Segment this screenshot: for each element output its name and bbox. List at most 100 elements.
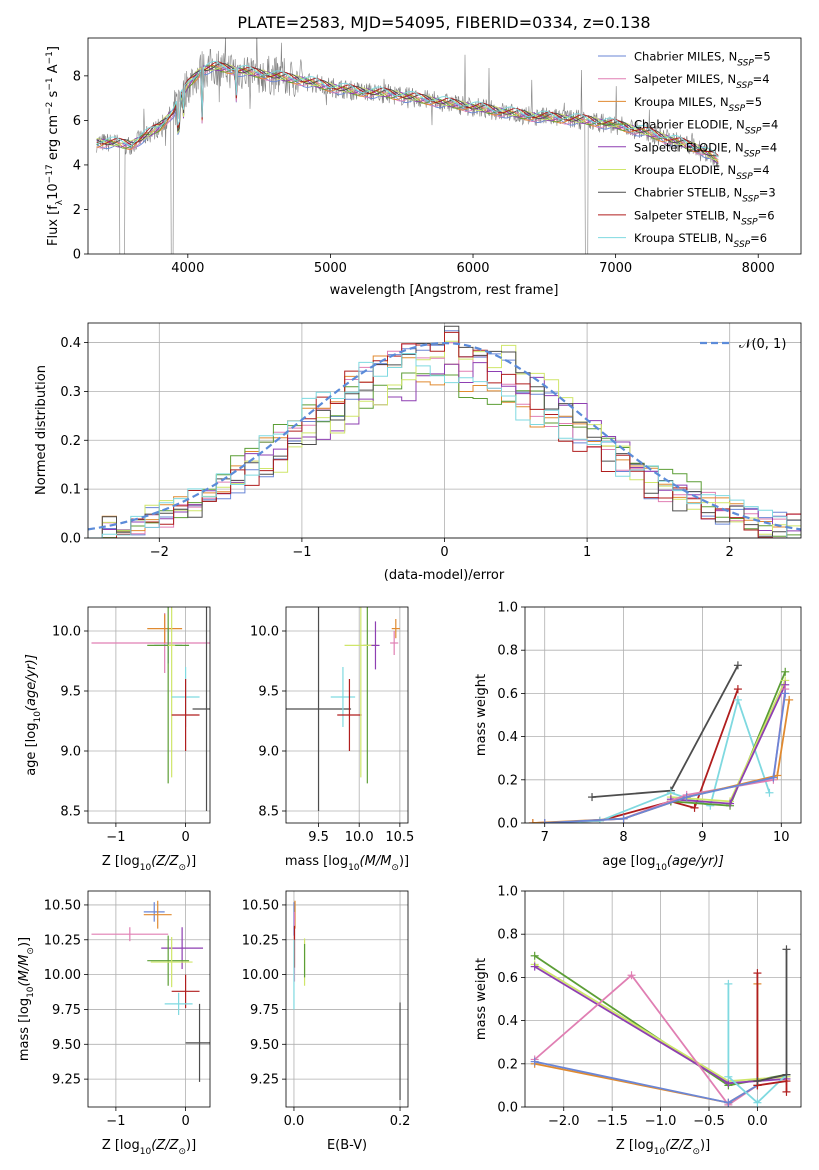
axes-residuals: −2 −1 0 1 2 0.0 0.1 0.2 0.3 0.4 𝒩(0, 1) (data-model… <box>34 322 802 583</box>
y-tick-label: 0.6 <box>497 687 518 702</box>
y-tick-label: 0.3 <box>60 385 81 400</box>
axes-spectrum: 4000 5000 6000 7000 8000 0 2 4 6 8 wavelength [Ang… <box>45 37 802 298</box>
x-tick-label: −0.5 <box>693 1114 725 1129</box>
x-axis-label: E(B-V) <box>327 1138 367 1153</box>
y-tick-label: 0.4 <box>60 336 81 351</box>
label-part: =6 <box>758 208 775 222</box>
label-part: )] <box>399 854 409 869</box>
x-axis-label: (data-model)/error <box>384 568 505 583</box>
label-part: SSP <box>729 104 746 114</box>
label-part: mass [log <box>17 998 32 1061</box>
residual-histogram <box>88 353 801 538</box>
label-part: age [log <box>24 723 39 776</box>
x-tick-label: −1.5 <box>596 1114 628 1129</box>
label-part: Z [log <box>102 1138 140 1153</box>
y-tick-label: 2 <box>73 203 81 218</box>
axes-frame <box>87 37 802 255</box>
mass-weight-line <box>727 983 788 1104</box>
axes-frame <box>524 890 802 1108</box>
x-tick-label: 8 <box>619 830 627 845</box>
legend-entry: Chabrier MILES, NSSP=5 <box>634 50 771 69</box>
axes-frame <box>285 890 409 1108</box>
y-tick-label: 10.50 <box>242 898 279 913</box>
label-part: ⊙ <box>178 863 186 873</box>
label-part: =5 <box>745 95 762 109</box>
x-axis-label: Z [log10(Z/Z⊙)] <box>102 854 196 873</box>
axes-frame <box>285 606 409 824</box>
x-tick-label: −2 <box>150 545 169 560</box>
x-tick-label: 4000 <box>171 261 204 276</box>
plot-area <box>88 325 801 538</box>
label-part: Salpeter MILES, N <box>634 72 736 86</box>
label-part: (M/M <box>17 955 32 987</box>
label-part: Salpeter STELIB, N <box>634 208 741 222</box>
label-part: 10 <box>655 863 667 873</box>
y-tick-label: 0.8 <box>497 644 518 659</box>
x-tick-label: 9.5 <box>308 830 329 845</box>
label-part: =4 <box>753 72 770 86</box>
legend-entry: 𝒩(0, 1) <box>739 337 786 352</box>
label-part: (Z/Z <box>151 854 179 869</box>
y-tick-label: 0.0 <box>497 1101 518 1116</box>
y-tick-label: 0.2 <box>497 773 518 788</box>
y-tick-label: 9.75 <box>52 1003 81 1018</box>
x-axis-label: mass [log10(M/M⊙)] <box>285 854 409 873</box>
x-tick-label: 6000 <box>456 261 489 276</box>
label-part: ⊙ <box>178 1147 186 1157</box>
model-spectrum <box>96 60 719 158</box>
label-part: =5 <box>754 50 771 64</box>
residual-histogram <box>88 331 801 538</box>
legend-entry: Salpeter ELODIE, NSSP=4 <box>634 140 777 159</box>
label-part: Kroupa ELODIE, N <box>634 163 736 177</box>
label-part: 10 <box>26 986 36 998</box>
x-tick-label: 8000 <box>742 261 775 276</box>
y-tick-label: 10.25 <box>44 933 81 948</box>
label-part: =4 <box>753 163 770 177</box>
label-part: (age/yr)] <box>24 654 39 711</box>
axes-age_vs_mass: 9.5 10.0 10.5 8.5 9.0 9.5 10.0 mass [log10(M/M⊙… <box>250 606 414 873</box>
label-part: Salpeter ELODIE, N <box>634 140 744 154</box>
legend-entry: Kroupa ELODIE, NSSP=4 <box>634 163 770 182</box>
x-tick-label: 10.0 <box>345 830 374 845</box>
mass-weight-line <box>756 973 788 1092</box>
label-part: age [log <box>602 854 655 869</box>
x-tick-label: 0 <box>181 830 189 845</box>
y-tick-label: 9.25 <box>52 1073 81 1088</box>
label-part: =4 <box>761 118 778 132</box>
label-part: 10 <box>654 1147 666 1157</box>
legend-entry: Kroupa STELIB, NSSP=6 <box>634 231 767 250</box>
plot-area <box>293 900 401 1101</box>
axes-age_vs_Z: −1 08.59.09.510.0Z [log10(Z/Z⊙)]age [log1… <box>24 606 211 873</box>
label-part: ⊙ <box>692 1147 700 1157</box>
y-tick-label: 0.2 <box>497 1057 518 1072</box>
y-tick-label: 0.1 <box>60 483 81 498</box>
x-tick-label: 0.0 <box>747 1114 768 1129</box>
y-tick-label: 8.5 <box>60 805 81 820</box>
label-part: (M/M <box>360 854 392 869</box>
label-part: SSP <box>734 240 751 250</box>
x-axis-label: age [log10(age/yr)] <box>602 854 724 873</box>
label-part: )] <box>186 854 196 869</box>
plot-area <box>96 38 719 254</box>
y-tick-label: 10.00 <box>242 968 279 983</box>
y-tick-label: 10.0 <box>250 625 279 640</box>
x-tick-label: 2 <box>726 545 734 560</box>
label-part: wavelength [Angstrom, rest frame] <box>330 283 559 298</box>
label-part: Flux [f <box>46 205 61 246</box>
y-tick-label: 10.50 <box>44 898 81 913</box>
label-part: λ <box>55 199 65 205</box>
label-part: )] <box>17 937 32 947</box>
label-part: SSP <box>736 81 753 91</box>
label-part: )] <box>700 1138 710 1153</box>
label-part: Chabrier STELIB, N <box>634 186 742 200</box>
y-tick-label: 9.5 <box>60 685 81 700</box>
label-part: =6 <box>750 231 767 245</box>
label-part: ⊙ <box>391 863 399 873</box>
y-tick-label: 6 <box>73 114 81 129</box>
y-tick-label: 9.75 <box>250 1003 279 1018</box>
y-tick-label: 9.50 <box>52 1038 81 1053</box>
label-part: =4 <box>760 140 777 154</box>
x-tick-label: 0 <box>440 545 448 560</box>
